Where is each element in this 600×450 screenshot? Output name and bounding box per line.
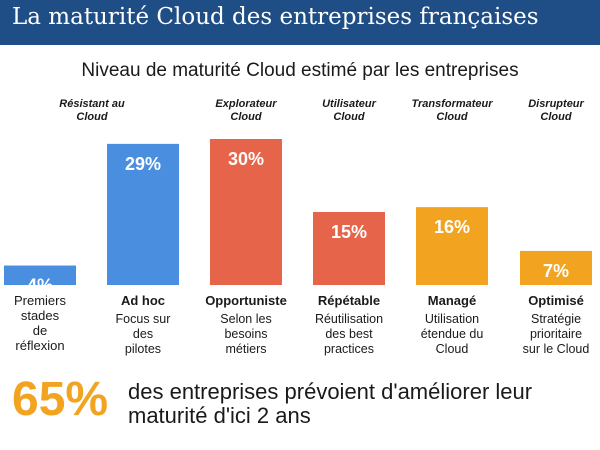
bar bbox=[416, 207, 488, 285]
category-description: des bbox=[133, 327, 153, 341]
bar bbox=[313, 212, 385, 285]
profile-label: Cloud bbox=[436, 111, 467, 123]
category-description: sur le Cloud bbox=[523, 342, 590, 356]
category-label: Ad hoc bbox=[121, 293, 165, 308]
category-label: Répétable bbox=[318, 293, 380, 308]
profile-label: Cloud bbox=[333, 111, 364, 123]
profile-label: Cloud bbox=[540, 111, 571, 123]
category-description: Utilisation bbox=[425, 312, 479, 326]
category-label: de bbox=[33, 323, 47, 338]
header-banner: La maturité Cloud des entreprises frança… bbox=[0, 0, 600, 45]
footer-text: des entreprises prévoient d'améliorer le… bbox=[128, 379, 533, 428]
bar-value-label: 29% bbox=[125, 154, 161, 174]
category-description: étendue du bbox=[421, 327, 484, 341]
page-title: La maturité Cloud des entreprises frança… bbox=[12, 4, 539, 30]
bar-value-label: 15% bbox=[331, 222, 367, 242]
category-label: Optimisé bbox=[528, 293, 584, 308]
profile-label: Cloud bbox=[76, 111, 107, 123]
category-description: Stratégie bbox=[531, 312, 581, 326]
bar-value-label: 16% bbox=[434, 217, 470, 237]
bar-value-label: 7% bbox=[543, 261, 569, 281]
category-description: prioritaire bbox=[530, 327, 582, 341]
category-description: Réutilisation bbox=[315, 312, 383, 326]
profile-label: Disrupteur bbox=[528, 98, 584, 110]
category-description: métiers bbox=[226, 342, 267, 356]
profile-label: Utilisateur bbox=[322, 98, 377, 110]
category-label: stades bbox=[21, 308, 60, 323]
bar bbox=[520, 250, 592, 285]
profile-label: Explorateur bbox=[215, 98, 277, 110]
bar-value-label: 4% bbox=[27, 276, 53, 296]
category-label: Managé bbox=[428, 293, 476, 308]
bar-value-label: 30% bbox=[228, 149, 264, 169]
category-description: pilotes bbox=[125, 342, 161, 356]
bar bbox=[4, 265, 76, 285]
maturity-bar-chart: Résistant auCloudExplorateurCloudUtilisa… bbox=[4, 98, 592, 356]
category-label: Premiers bbox=[14, 293, 67, 308]
bar bbox=[210, 139, 282, 285]
category-label: réflexion bbox=[15, 338, 64, 353]
bar bbox=[107, 143, 179, 285]
category-description: Cloud bbox=[436, 342, 469, 356]
chart-subtitle: Niveau de maturité Cloud estimé par les … bbox=[81, 60, 519, 81]
footer-stat: 65% bbox=[12, 373, 109, 426]
category-description: practices bbox=[324, 342, 374, 356]
profile-label: Cloud bbox=[230, 111, 261, 123]
category-description: des best bbox=[325, 327, 373, 341]
category-description: Selon les bbox=[220, 312, 271, 326]
category-description: besoins bbox=[224, 327, 267, 341]
profile-label: Résistant au bbox=[59, 98, 125, 110]
category-label: Opportuniste bbox=[205, 293, 287, 308]
category-description: Focus sur bbox=[116, 312, 171, 326]
profile-label: Transformateur bbox=[411, 98, 493, 110]
